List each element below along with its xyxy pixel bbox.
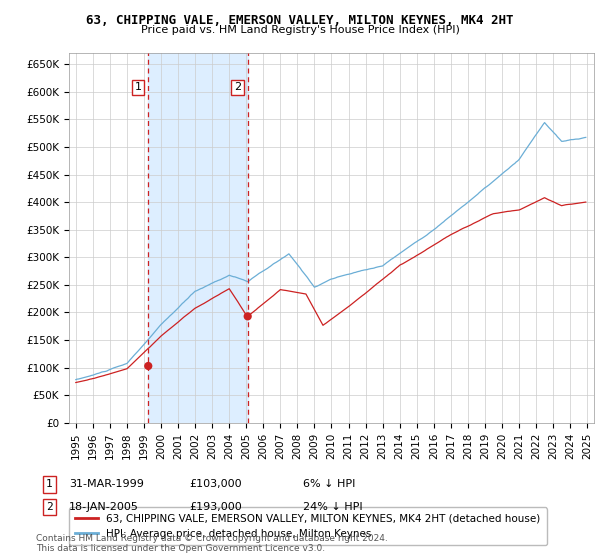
Text: 2: 2 — [46, 502, 53, 512]
Text: £103,000: £103,000 — [189, 479, 242, 489]
Text: 2: 2 — [234, 82, 241, 92]
Text: £193,000: £193,000 — [189, 502, 242, 512]
Text: 24% ↓ HPI: 24% ↓ HPI — [303, 502, 362, 512]
Text: Price paid vs. HM Land Registry's House Price Index (HPI): Price paid vs. HM Land Registry's House … — [140, 25, 460, 35]
Legend: 63, CHIPPING VALE, EMERSON VALLEY, MILTON KEYNES, MK4 2HT (detached house), HPI:: 63, CHIPPING VALE, EMERSON VALLEY, MILTO… — [69, 507, 547, 545]
Text: 31-MAR-1999: 31-MAR-1999 — [69, 479, 144, 489]
Text: 1: 1 — [134, 82, 142, 92]
Text: 6% ↓ HPI: 6% ↓ HPI — [303, 479, 355, 489]
Text: 18-JAN-2005: 18-JAN-2005 — [69, 502, 139, 512]
Point — [143, 362, 153, 371]
Bar — [148, 53, 248, 423]
Text: Contains HM Land Registry data © Crown copyright and database right 2024.
This d: Contains HM Land Registry data © Crown c… — [36, 534, 388, 553]
Text: 1: 1 — [46, 479, 53, 489]
Text: 63, CHIPPING VALE, EMERSON VALLEY, MILTON KEYNES, MK4 2HT: 63, CHIPPING VALE, EMERSON VALLEY, MILTO… — [86, 14, 514, 27]
Point — [243, 312, 253, 321]
